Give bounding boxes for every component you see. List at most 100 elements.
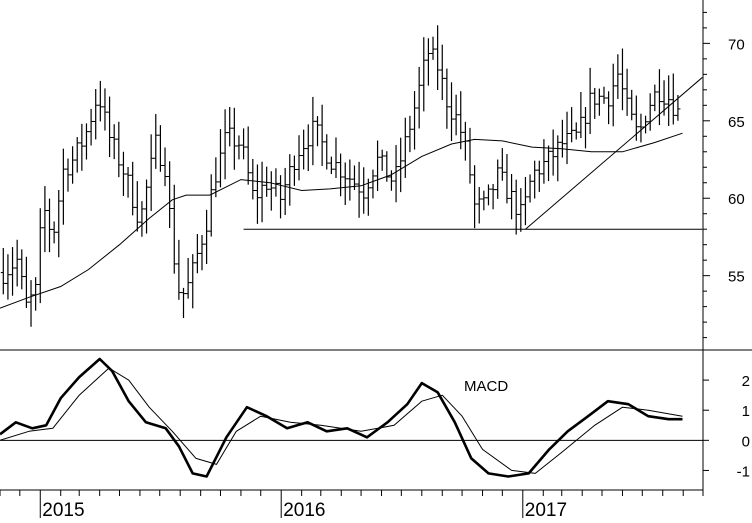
signal-line (0, 367, 683, 474)
price-bar (19, 249, 25, 290)
trend-line (525, 77, 703, 230)
price-bar (28, 280, 34, 327)
price-bar (504, 154, 510, 204)
chart-frame (0, 0, 752, 491)
price-bar (264, 166, 270, 197)
price-bar (546, 145, 552, 182)
price-bar (83, 123, 89, 160)
price-bar (573, 122, 579, 140)
price-bar (148, 134, 154, 212)
price-bar (351, 165, 357, 191)
price-bar (120, 151, 126, 196)
price-bar (278, 175, 284, 219)
price-bar (509, 173, 515, 220)
price-bar (629, 89, 635, 121)
price-bar (522, 176, 528, 226)
price-bar (23, 256, 29, 308)
price-bar (610, 63, 616, 127)
price-bar (130, 161, 136, 216)
price-bar (467, 127, 473, 184)
price-bar (444, 68, 450, 129)
price-bar (328, 156, 334, 175)
price-bar (633, 95, 639, 141)
price-bar (231, 107, 237, 170)
year-label: 2016 (283, 500, 325, 518)
price-bar (273, 168, 279, 197)
price-bar (425, 38, 431, 86)
price-bar (319, 104, 325, 166)
price-bar (217, 129, 223, 188)
price-bar (139, 201, 145, 237)
price-bar (153, 114, 159, 169)
price-bar (42, 186, 48, 253)
price-bar (10, 247, 16, 296)
price-bar (601, 86, 607, 104)
year-label: 2015 (42, 500, 84, 518)
price-bar (157, 125, 163, 172)
price-bar (388, 170, 394, 191)
price-bar (379, 149, 385, 171)
price-bar (638, 113, 644, 143)
price-bar (199, 234, 205, 271)
price-bar (74, 137, 80, 173)
price-bar (393, 145, 399, 203)
price-bar (513, 179, 519, 235)
price-bar (259, 161, 265, 223)
price-bar (592, 87, 598, 119)
price-bar (485, 184, 491, 206)
price-bar (532, 160, 538, 199)
price-bar (268, 171, 274, 211)
price-bar (291, 155, 297, 186)
price-bar (254, 164, 260, 224)
price-bar (615, 54, 621, 99)
price-bar (37, 208, 43, 304)
price-bar (213, 157, 219, 198)
price-bar (619, 48, 625, 111)
price-bar (472, 165, 478, 229)
price-bar (241, 128, 247, 160)
price-bar (541, 139, 547, 184)
price-bar (47, 198, 53, 253)
price-panel (0, 25, 703, 327)
price-bar (88, 108, 94, 146)
price-bar (495, 159, 501, 199)
price-bar (333, 137, 339, 179)
price-bar (652, 84, 658, 112)
price-bar (596, 88, 602, 116)
year-label: 2017 (525, 500, 567, 518)
price-bar (499, 148, 505, 181)
price-bar (416, 66, 422, 129)
price-bar (624, 68, 630, 116)
price-bar (245, 126, 251, 185)
price-bar (435, 25, 441, 91)
price-bar (356, 161, 362, 218)
price-bar (250, 158, 256, 200)
price-bar (402, 117, 408, 178)
price-bar (51, 221, 57, 244)
price-bar (296, 135, 302, 181)
price-bar (208, 174, 214, 237)
price-y-tick-label: 55 (728, 269, 745, 286)
price-bar (125, 166, 131, 198)
price-bar (176, 239, 182, 300)
price-bar (550, 129, 556, 176)
price-bar (578, 91, 584, 139)
price-bar (342, 162, 348, 205)
price-bar (370, 169, 376, 199)
price-bar (56, 189, 62, 258)
price-y-tick-label: 65 (728, 114, 745, 131)
price-bar (194, 234, 200, 274)
price-bar (583, 107, 589, 149)
price-bar (527, 174, 533, 203)
price-y-tick-label: 60 (728, 191, 745, 208)
price-bar (449, 82, 455, 142)
price-bar (162, 147, 168, 187)
price-bar (564, 111, 570, 165)
price-bar (398, 137, 404, 193)
price-bar (167, 161, 173, 229)
price-y-tick-label: 70 (728, 36, 745, 53)
price-bar (518, 188, 524, 232)
price-bar (144, 179, 150, 234)
